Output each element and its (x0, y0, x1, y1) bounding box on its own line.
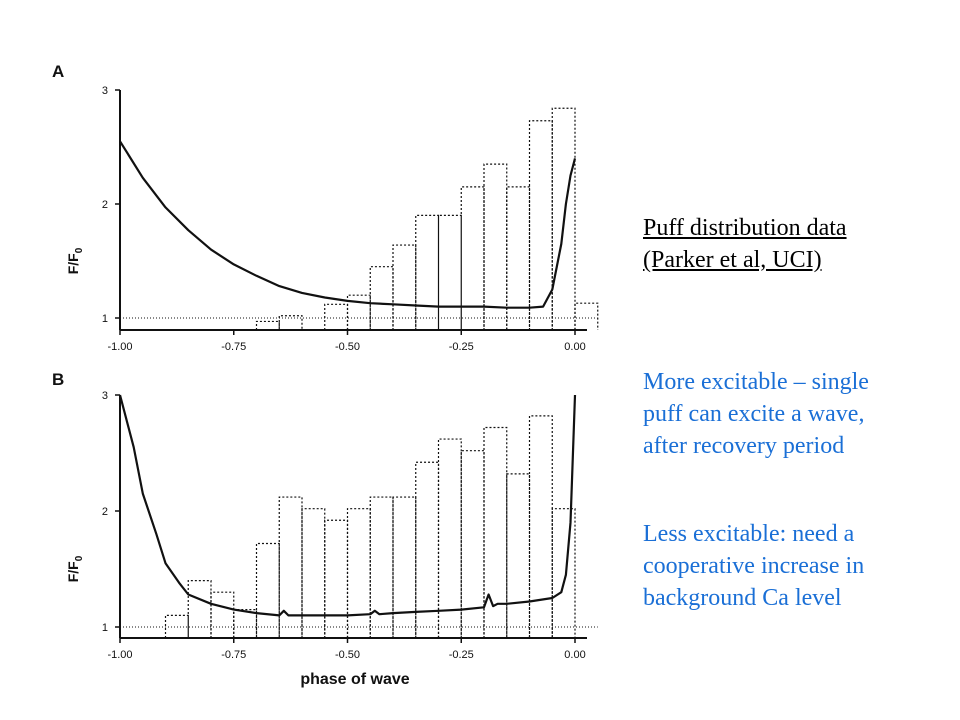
x-tick-label: -0.25 (449, 341, 474, 353)
figure: A 1 2 3 -1.00 -0.75 -0.50 -0.25 0.00 F/F0 B 1 2 3 -1.… (52, 62, 599, 688)
less-line-1: Less excitable: need a (643, 521, 855, 547)
histogram-bar (483, 426, 508, 638)
histogram-bar (210, 591, 235, 638)
x-tick-label: 0.00 (564, 341, 585, 353)
histogram-bar (255, 542, 280, 638)
histogram-bar (460, 450, 485, 638)
more-line-2: puff can excite a wave, (643, 401, 865, 427)
less-line-3: background Ca level (643, 585, 842, 611)
histogram-bar (301, 508, 326, 638)
more-line-1: More excitable – single (643, 369, 869, 395)
title-line-1: Puff distribution data (643, 215, 847, 241)
x-tick-label: -0.50 (335, 341, 360, 353)
less-line-2: cooperative increase in (643, 553, 865, 579)
x-tick-label: -0.75 (221, 341, 246, 353)
panel-label: A (52, 62, 64, 81)
histogram-bar (551, 107, 576, 330)
histogram-bar (437, 438, 462, 638)
panel-label: B (52, 370, 64, 389)
histogram-bar (233, 609, 258, 638)
histogram-bar (369, 266, 394, 330)
histogram-bar (483, 163, 508, 330)
histogram-bar (187, 580, 212, 638)
x-tick-label: -1.00 (107, 649, 132, 661)
y-tick-label: 2 (102, 506, 108, 518)
histogram-bar (437, 214, 462, 330)
histogram-bar (551, 508, 576, 638)
y-tick-label: 1 (102, 313, 108, 325)
y-tick-label: 2 (102, 199, 108, 211)
x-tick-label: -0.75 (221, 649, 246, 661)
histogram-bar (255, 320, 280, 330)
fluorescence-curve (118, 394, 577, 617)
histogram-bar (278, 315, 303, 330)
histogram-bar (528, 120, 553, 330)
histogram-bar (506, 186, 531, 330)
fluorescence-curve (119, 140, 577, 309)
histogram-bar (164, 614, 189, 638)
y-axis-label: F/F0 (65, 555, 85, 582)
less-excitable-note: Less excitable: need a cooperative incre… (643, 518, 864, 614)
histogram-bar (346, 508, 371, 638)
histogram-bar (346, 294, 371, 330)
histogram-bar (528, 415, 553, 638)
y-tick-label: 3 (102, 390, 108, 402)
more-line-3: after recovery period (643, 433, 845, 459)
y-tick-label: 3 (102, 85, 108, 97)
x-tick-label: 0.00 (564, 649, 585, 661)
histogram-bar (392, 244, 417, 330)
histogram-bar (506, 473, 531, 638)
title-line-2: (Parker et al, UCI) (643, 247, 822, 273)
y-axis-label: F/F0 (65, 247, 85, 274)
panel-b: B 1 2 3 -1.00 -0.75 -0.50 -0.25 0.00 F/F0 phase of… (52, 370, 598, 688)
panel-a: A 1 2 3 -1.00 -0.75 -0.50 -0.25 0.00 F/F0 (52, 62, 599, 353)
x-tick-label: -0.50 (335, 649, 360, 661)
title-block: Puff distribution data (Parker et al, UC… (643, 212, 847, 276)
histogram-bar (324, 303, 349, 330)
x-tick-label: -0.25 (449, 649, 474, 661)
more-excitable-note: More excitable – single puff can excite … (643, 366, 869, 462)
histogram-bar (415, 214, 440, 330)
histogram-bar (460, 186, 485, 330)
histogram-bar (392, 496, 417, 638)
histogram-bar (324, 519, 349, 638)
histogram-bar (369, 496, 394, 638)
histogram-bar (278, 496, 303, 638)
x-axis-label: phase of wave (300, 671, 409, 688)
histogram-bar (574, 302, 599, 330)
x-tick-label: -1.00 (107, 341, 132, 353)
y-tick-label: 1 (102, 622, 108, 634)
